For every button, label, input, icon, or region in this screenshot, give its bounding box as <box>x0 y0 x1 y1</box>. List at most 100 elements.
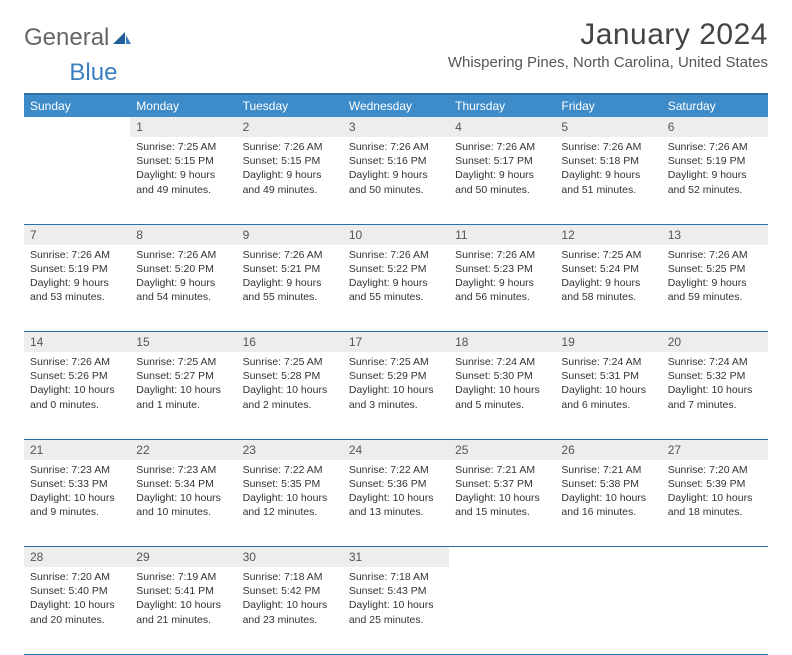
detail-line: Sunrise: 7:26 AM <box>30 355 124 369</box>
day-number: 2 <box>237 117 343 137</box>
detail-line: Sunset: 5:15 PM <box>243 154 337 168</box>
day-number <box>449 547 555 568</box>
detail-line: Sunrise: 7:25 AM <box>561 248 655 262</box>
detail-line: Sunset: 5:32 PM <box>668 369 762 383</box>
day-number-row: 21222324252627 <box>24 439 768 460</box>
day-cell: Sunrise: 7:26 AMSunset: 5:17 PMDaylight:… <box>449 137 555 224</box>
detail-line: Sunrise: 7:18 AM <box>349 570 443 584</box>
weekday-header: Tuesday <box>237 94 343 117</box>
day-details: Sunrise: 7:25 AMSunset: 5:27 PMDaylight:… <box>130 352 236 416</box>
detail-line: Daylight: 10 hours <box>349 491 443 505</box>
logo-text-1: General <box>24 24 109 52</box>
day-cell: Sunrise: 7:26 AMSunset: 5:25 PMDaylight:… <box>662 245 768 332</box>
day-number: 23 <box>237 439 343 460</box>
day-details: Sunrise: 7:22 AMSunset: 5:35 PMDaylight:… <box>237 460 343 524</box>
day-details: Sunrise: 7:23 AMSunset: 5:34 PMDaylight:… <box>130 460 236 524</box>
day-cell: Sunrise: 7:20 AMSunset: 5:39 PMDaylight:… <box>662 460 768 547</box>
detail-line: Sunset: 5:28 PM <box>243 369 337 383</box>
detail-line: Daylight: 10 hours <box>243 383 337 397</box>
day-number-row: 123456 <box>24 117 768 137</box>
title-block: January 2024 Whispering Pines, North Car… <box>448 18 768 71</box>
detail-line: Daylight: 10 hours <box>243 598 337 612</box>
detail-line: Daylight: 10 hours <box>349 598 443 612</box>
detail-line: Sunset: 5:37 PM <box>455 477 549 491</box>
detail-line: Daylight: 9 hours <box>455 276 549 290</box>
day-details: Sunrise: 7:24 AMSunset: 5:32 PMDaylight:… <box>662 352 768 416</box>
day-cell: Sunrise: 7:25 AMSunset: 5:28 PMDaylight:… <box>237 352 343 439</box>
day-details <box>555 567 661 574</box>
detail-line: Sunset: 5:23 PM <box>455 262 549 276</box>
day-details <box>449 567 555 574</box>
day-number: 6 <box>662 117 768 137</box>
day-number: 30 <box>237 547 343 568</box>
day-number: 15 <box>130 332 236 353</box>
detail-line: and 9 minutes. <box>30 505 124 519</box>
day-cell: Sunrise: 7:26 AMSunset: 5:19 PMDaylight:… <box>662 137 768 224</box>
detail-line: Sunset: 5:39 PM <box>668 477 762 491</box>
detail-line: Sunset: 5:43 PM <box>349 584 443 598</box>
detail-line: and 18 minutes. <box>668 505 762 519</box>
weekday-header: Thursday <box>449 94 555 117</box>
week-row: Sunrise: 7:20 AMSunset: 5:40 PMDaylight:… <box>24 567 768 654</box>
detail-line: and 51 minutes. <box>561 183 655 197</box>
day-cell: Sunrise: 7:25 AMSunset: 5:29 PMDaylight:… <box>343 352 449 439</box>
detail-line: Sunrise: 7:22 AM <box>243 463 337 477</box>
day-number: 3 <box>343 117 449 137</box>
detail-line: Daylight: 9 hours <box>136 276 230 290</box>
detail-line: Sunrise: 7:22 AM <box>349 463 443 477</box>
detail-line: Sunrise: 7:23 AM <box>30 463 124 477</box>
day-number: 4 <box>449 117 555 137</box>
logo-text-2: Blue <box>69 59 117 87</box>
weekday-header: Monday <box>130 94 236 117</box>
detail-line: Sunset: 5:25 PM <box>668 262 762 276</box>
day-details: Sunrise: 7:26 AMSunset: 5:21 PMDaylight:… <box>237 245 343 309</box>
detail-line: Daylight: 10 hours <box>668 383 762 397</box>
day-details: Sunrise: 7:19 AMSunset: 5:41 PMDaylight:… <box>130 567 236 631</box>
day-details: Sunrise: 7:26 AMSunset: 5:17 PMDaylight:… <box>449 137 555 201</box>
detail-line: and 49 minutes. <box>243 183 337 197</box>
detail-line: and 50 minutes. <box>455 183 549 197</box>
day-cell <box>555 567 661 654</box>
day-details: Sunrise: 7:23 AMSunset: 5:33 PMDaylight:… <box>24 460 130 524</box>
day-cell: Sunrise: 7:26 AMSunset: 5:15 PMDaylight:… <box>237 137 343 224</box>
day-details: Sunrise: 7:26 AMSunset: 5:19 PMDaylight:… <box>662 137 768 201</box>
day-cell: Sunrise: 7:25 AMSunset: 5:27 PMDaylight:… <box>130 352 236 439</box>
day-number: 7 <box>24 224 130 245</box>
detail-line: Sunset: 5:38 PM <box>561 477 655 491</box>
page-title: January 2024 <box>448 18 768 52</box>
detail-line: Daylight: 10 hours <box>668 491 762 505</box>
day-details: Sunrise: 7:25 AMSunset: 5:24 PMDaylight:… <box>555 245 661 309</box>
detail-line: Sunrise: 7:24 AM <box>455 355 549 369</box>
detail-line: Daylight: 9 hours <box>561 168 655 182</box>
day-number: 24 <box>343 439 449 460</box>
detail-line: Sunset: 5:42 PM <box>243 584 337 598</box>
day-cell: Sunrise: 7:24 AMSunset: 5:30 PMDaylight:… <box>449 352 555 439</box>
weekday-header: Friday <box>555 94 661 117</box>
detail-line: Sunrise: 7:23 AM <box>136 463 230 477</box>
detail-line: Sunrise: 7:26 AM <box>136 248 230 262</box>
detail-line: Sunrise: 7:26 AM <box>561 140 655 154</box>
day-number: 1 <box>130 117 236 137</box>
detail-line: Sunset: 5:30 PM <box>455 369 549 383</box>
detail-line: Daylight: 9 hours <box>243 276 337 290</box>
day-details: Sunrise: 7:26 AMSunset: 5:15 PMDaylight:… <box>237 137 343 201</box>
day-number-row: 14151617181920 <box>24 332 768 353</box>
day-number: 18 <box>449 332 555 353</box>
day-cell: Sunrise: 7:26 AMSunset: 5:26 PMDaylight:… <box>24 352 130 439</box>
detail-line: and 54 minutes. <box>136 290 230 304</box>
week-row: Sunrise: 7:26 AM Sunset: 5:19 PM Daylight:… <box>24 245 768 332</box>
detail-line: Daylight: 10 hours <box>561 383 655 397</box>
detail-line: Sunset: 5:19 PM <box>30 262 124 276</box>
day-number: 28 <box>24 547 130 568</box>
detail-line: Daylight: 10 hours <box>243 491 337 505</box>
day-cell: Sunrise: 7:26 AMSunset: 5:22 PMDaylight:… <box>343 245 449 332</box>
detail-line: Daylight: 10 hours <box>30 383 124 397</box>
day-details: Sunrise: 7:22 AMSunset: 5:36 PMDaylight:… <box>343 460 449 524</box>
detail-line: Sunrise: 7:19 AM <box>136 570 230 584</box>
detail-line: Sunset: 5:26 PM <box>30 369 124 383</box>
day-cell: Sunrise: 7:18 AMSunset: 5:42 PMDaylight:… <box>237 567 343 654</box>
detail-line: Sunset: 5:20 PM <box>136 262 230 276</box>
detail-line: Sunrise: 7:21 AM <box>561 463 655 477</box>
detail-line: Sunset: 5:35 PM <box>243 477 337 491</box>
detail-line: Sunset: 5:27 PM <box>136 369 230 383</box>
